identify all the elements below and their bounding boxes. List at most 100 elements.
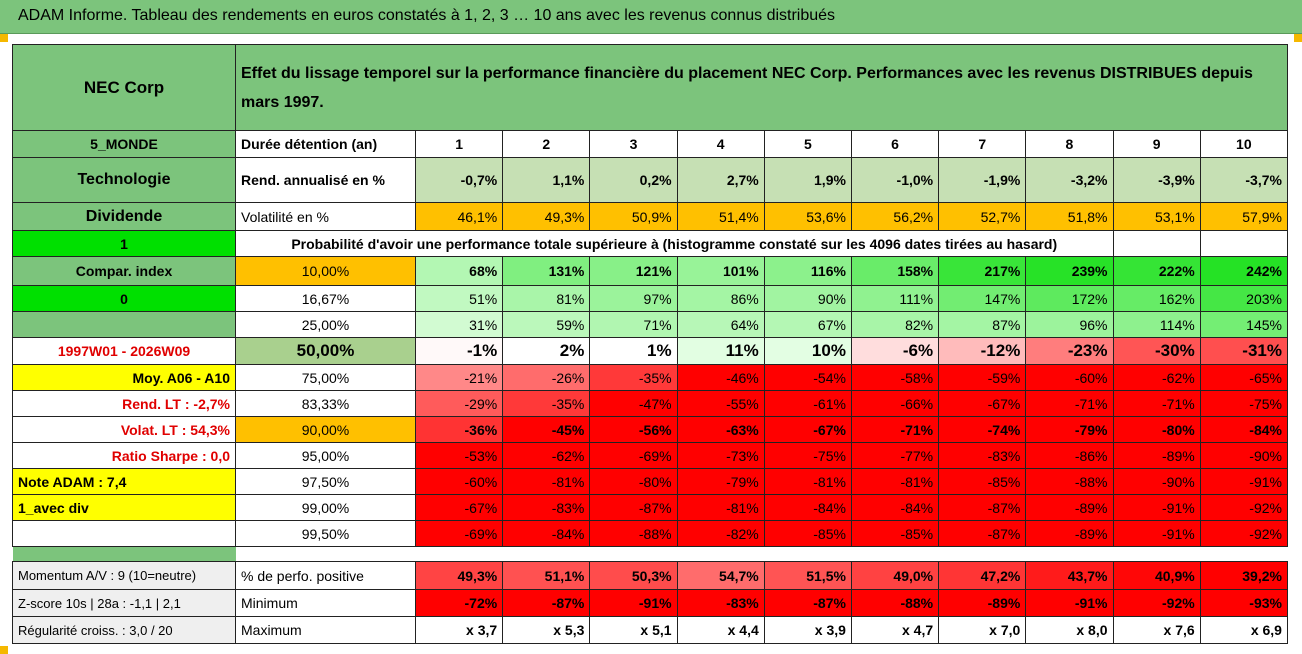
duree-label: Durée détention (an) [235, 130, 416, 158]
flag-0-cell[interactable]: 0 [12, 285, 236, 312]
corner-marker [0, 34, 8, 42]
quantile-value-cell: -75% [763, 442, 852, 469]
quantile-value-cell: -46% [676, 364, 765, 391]
flag-1-cell[interactable]: 1 [12, 230, 236, 257]
period-label: 1997W01 - 2026W09 [12, 337, 236, 365]
minimum-cell: -89% [938, 589, 1027, 617]
quantile-value-cell: -89% [1112, 442, 1201, 469]
quantile-value-cell: -30% [1112, 337, 1201, 365]
maximum-cell: x 8,0 [1025, 616, 1114, 644]
table-description: Effet du lissage temporel sur la perform… [235, 44, 1288, 131]
minimum-cell: -88% [850, 589, 940, 617]
quantile-value-cell: -67% [763, 416, 852, 443]
quantile-value-cell: -63% [676, 416, 765, 443]
quantile-value-cell: -26% [502, 364, 591, 391]
quantile-value-cell: -81% [850, 468, 940, 495]
quantile-value-cell: -55% [676, 390, 765, 417]
quantile-value-cell: -60% [414, 468, 504, 495]
maximum-cell: x 6,9 [1199, 616, 1288, 644]
quantile-value-cell: -69% [414, 520, 504, 547]
quantile-label: 25,00% [235, 311, 416, 338]
minimum-cell: -87% [763, 589, 852, 617]
quantile-value-cell: -74% [938, 416, 1027, 443]
quantile-value-cell: -83% [502, 494, 591, 521]
years-cell: 2 [502, 130, 591, 158]
quantile-value-cell: -79% [1025, 416, 1114, 443]
vol-cell: 50,9% [589, 202, 678, 231]
quantile-value-cell: -62% [1112, 364, 1201, 391]
quantile-value-cell: -92% [1199, 520, 1288, 547]
quantile-value-cell: -84% [1199, 416, 1288, 443]
positive-cell: 43,7% [1025, 561, 1114, 590]
rend-cell: -3,2% [1025, 157, 1114, 203]
rend-lt-label: Rend. LT : -2,7% [12, 390, 236, 417]
quantile-value-cell: 90% [763, 285, 852, 312]
positive-cell: 40,9% [1112, 561, 1201, 590]
quantile-value-cell: -35% [589, 364, 678, 391]
vol-cell: 57,9% [1199, 202, 1288, 231]
compar-index-label: Compar. index [12, 256, 236, 286]
quantile-value-cell: -47% [589, 390, 678, 417]
quantile-value-cell: -85% [763, 520, 852, 547]
sector-label: Technologie [12, 157, 236, 203]
quantile-value-cell: 87% [938, 311, 1027, 338]
quantile-value-cell: -6% [850, 337, 940, 365]
quantile-row: Compar. index 10,00% 68% 131% 121% 101% 116% 15… [12, 256, 1288, 286]
maximum-cell: x 4,7 [850, 616, 940, 644]
quantile-value-cell: -1% [414, 337, 504, 365]
quantile-value-cell: 81% [502, 285, 591, 312]
quantile-value-cell: 10% [763, 337, 852, 365]
quantile-value-cell: 116% [763, 256, 852, 286]
quantile-value-cell: -92% [1199, 494, 1288, 521]
quantile-label: 90,00% [235, 416, 416, 443]
quantile-value-cell: 239% [1025, 256, 1114, 286]
quantile-value-cell: 172% [1025, 285, 1114, 312]
quantile-label: 99,50% [235, 520, 416, 547]
vol-cell: 56,2% [850, 202, 940, 231]
quantile-row: Ratio Sharpe : 0,0 95,00% -53% -62% -69% -73%… [12, 442, 1288, 469]
vol-cell: 51,8% [1025, 202, 1114, 231]
minimum-cell: -87% [502, 589, 591, 617]
quantile-value-cell: -83% [938, 442, 1027, 469]
quantile-value-cell: -23% [1025, 337, 1114, 365]
positive-cell: 49,0% [850, 561, 940, 590]
company-name: NEC Corp [12, 44, 236, 131]
years-cell: 4 [676, 130, 765, 158]
quantile-value-cell: -90% [1112, 468, 1201, 495]
positive-cell: 51,1% [502, 561, 591, 590]
title-bar: ADAM Informe. Tableau des rendements en … [0, 0, 1302, 34]
quantile-row: Note ADAM : 7,4 97,50% -60% -81% -80% -79% -81… [12, 468, 1288, 495]
quantile-value-cell: -45% [502, 416, 591, 443]
quantile-value-cell: -85% [850, 520, 940, 547]
rend-cell: -3,9% [1112, 157, 1201, 203]
years-cell: 5 [763, 130, 852, 158]
rend-cell: -1,9% [938, 157, 1027, 203]
quantile-value-cell: -87% [589, 494, 678, 521]
dividend-label: Dividende [12, 202, 236, 231]
quantile-value-cell: 59% [502, 311, 591, 338]
vol-cell: 52,7% [938, 202, 1027, 231]
rend-label: Rend. annualisé en % [235, 157, 416, 203]
quantile-value-cell: -88% [589, 520, 678, 547]
quantile-value-cell: -81% [502, 468, 591, 495]
quantile-value-cell: -91% [1112, 494, 1201, 521]
positive-cell: 54,7% [676, 561, 765, 590]
positive-cell: 47,2% [938, 561, 1027, 590]
blank-cell [12, 520, 236, 547]
years-cell: 3 [589, 130, 678, 158]
quantile-value-cell: -61% [763, 390, 852, 417]
quantile-value-cell: 11% [676, 337, 765, 365]
quantile-label: 97,50% [235, 468, 416, 495]
quantile-value-cell: -81% [676, 494, 765, 521]
quantile-row: Moy. A06 - A10 75,00% -21% -26% -35% -46% -54%… [12, 364, 1288, 391]
quantile-label: 10,00% [235, 256, 416, 286]
blank-green-cell [12, 311, 236, 338]
positive-cell: 39,2% [1199, 561, 1288, 590]
quantile-value-cell: -87% [938, 520, 1027, 547]
quantile-label: 50,00% [235, 337, 416, 365]
quantile-value-cell: -80% [1112, 416, 1201, 443]
quantile-value-cell: 97% [589, 285, 678, 312]
quantile-value-cell: -67% [414, 494, 504, 521]
quantile-value-cell: -82% [676, 520, 765, 547]
quantile-value-cell: 111% [850, 285, 940, 312]
